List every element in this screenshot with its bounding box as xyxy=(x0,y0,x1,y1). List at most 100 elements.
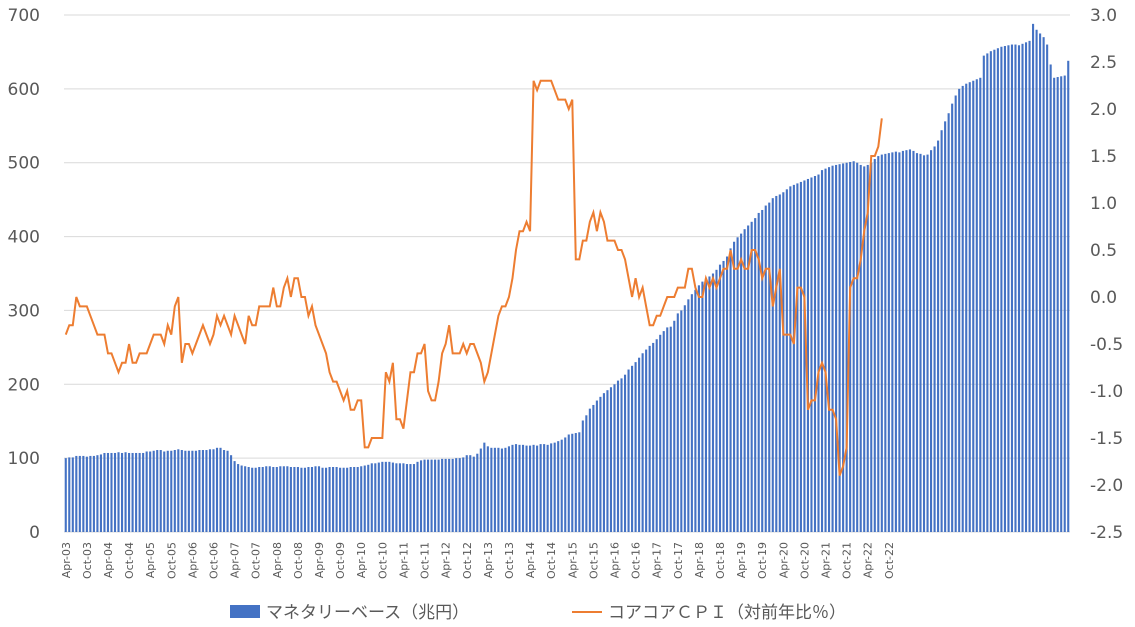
bar xyxy=(824,168,827,532)
bar xyxy=(581,420,584,532)
bar xyxy=(504,447,507,532)
bar xyxy=(286,466,289,532)
bar xyxy=(574,433,577,532)
bar xyxy=(1060,76,1063,533)
bar xyxy=(166,450,169,532)
bar xyxy=(968,82,971,533)
bar xyxy=(374,463,377,532)
bar xyxy=(483,442,486,532)
bar xyxy=(687,299,690,532)
bar xyxy=(194,450,197,532)
right-tick-label: 1.5 xyxy=(1090,147,1117,167)
bar xyxy=(912,150,915,532)
bar xyxy=(993,49,996,532)
bar xyxy=(476,453,479,532)
bar xyxy=(307,467,310,532)
x-tick-label: Apr-05 xyxy=(144,542,157,578)
bar xyxy=(479,448,482,532)
bar xyxy=(578,432,581,532)
bar xyxy=(571,433,574,532)
right-tick-label: -2.0 xyxy=(1090,476,1123,496)
bar xyxy=(272,467,275,532)
bar xyxy=(1039,33,1042,532)
bar xyxy=(785,189,788,532)
bar xyxy=(328,467,331,532)
bar xyxy=(247,467,250,532)
bar xyxy=(996,48,999,532)
bar xyxy=(937,140,940,533)
x-tick-label: Oct-09 xyxy=(334,542,347,579)
bar xyxy=(827,167,831,532)
bar xyxy=(117,452,120,532)
bar xyxy=(254,467,257,532)
x-tick-label: Oct-22 xyxy=(883,542,896,579)
bar xyxy=(177,449,180,532)
bar xyxy=(799,181,802,532)
right-tick-label: -0.5 xyxy=(1090,335,1123,355)
bar xyxy=(789,186,792,532)
bar xyxy=(669,326,672,532)
bar xyxy=(919,153,922,532)
bar xyxy=(810,177,813,532)
bar xyxy=(258,467,261,532)
bar xyxy=(954,95,957,533)
bar xyxy=(1014,44,1017,533)
bar xyxy=(215,447,219,532)
x-tick-label: Oct-03 xyxy=(81,542,94,579)
x-tick-label: Oct-20 xyxy=(798,542,811,579)
bar xyxy=(557,441,560,532)
bar xyxy=(152,450,155,532)
bar xyxy=(1000,46,1003,532)
bar xyxy=(873,159,876,532)
bar xyxy=(96,455,99,532)
bar xyxy=(349,467,352,532)
bar xyxy=(1003,46,1006,533)
bar xyxy=(120,452,124,532)
bar xyxy=(212,449,215,532)
bar xyxy=(532,444,535,532)
bar xyxy=(240,465,243,532)
x-tick-label: Apr-08 xyxy=(271,542,284,578)
bar xyxy=(71,457,74,532)
bar xyxy=(131,452,134,532)
bar xyxy=(346,467,349,532)
bar xyxy=(384,461,387,532)
bar xyxy=(465,455,468,532)
bar xyxy=(237,464,240,532)
bar xyxy=(222,450,226,532)
bar xyxy=(339,467,342,532)
right-tick-label: 2.0 xyxy=(1090,100,1117,120)
bar xyxy=(1021,43,1024,532)
bar xyxy=(1007,45,1010,532)
bar xyxy=(1067,60,1070,532)
bar xyxy=(926,154,929,532)
bar xyxy=(764,205,767,532)
bar xyxy=(718,264,722,532)
bar xyxy=(198,450,201,532)
bar xyxy=(409,464,412,532)
bar xyxy=(427,459,430,532)
bar xyxy=(652,342,655,532)
bar xyxy=(398,463,401,532)
bar xyxy=(1056,77,1059,532)
bar xyxy=(388,461,391,532)
bar xyxy=(82,455,85,532)
bar xyxy=(244,466,247,532)
bar xyxy=(870,162,873,532)
x-tick-label: Apr-19 xyxy=(735,542,748,578)
bar xyxy=(251,467,254,532)
bar xyxy=(317,466,321,532)
bar xyxy=(78,455,81,532)
bar xyxy=(99,454,102,532)
bar xyxy=(638,357,641,532)
cpi-line-series xyxy=(64,79,883,476)
bar xyxy=(419,460,423,532)
bar xyxy=(514,444,518,532)
x-tick-label: Apr-16 xyxy=(608,542,621,578)
legend: マネタリーベース（兆円） コアコアＣＰＩ（対前年比％） xyxy=(230,603,846,623)
bar xyxy=(722,260,725,532)
bar xyxy=(606,390,609,532)
bar xyxy=(342,467,345,532)
bar xyxy=(567,434,570,532)
bar xyxy=(683,305,686,532)
